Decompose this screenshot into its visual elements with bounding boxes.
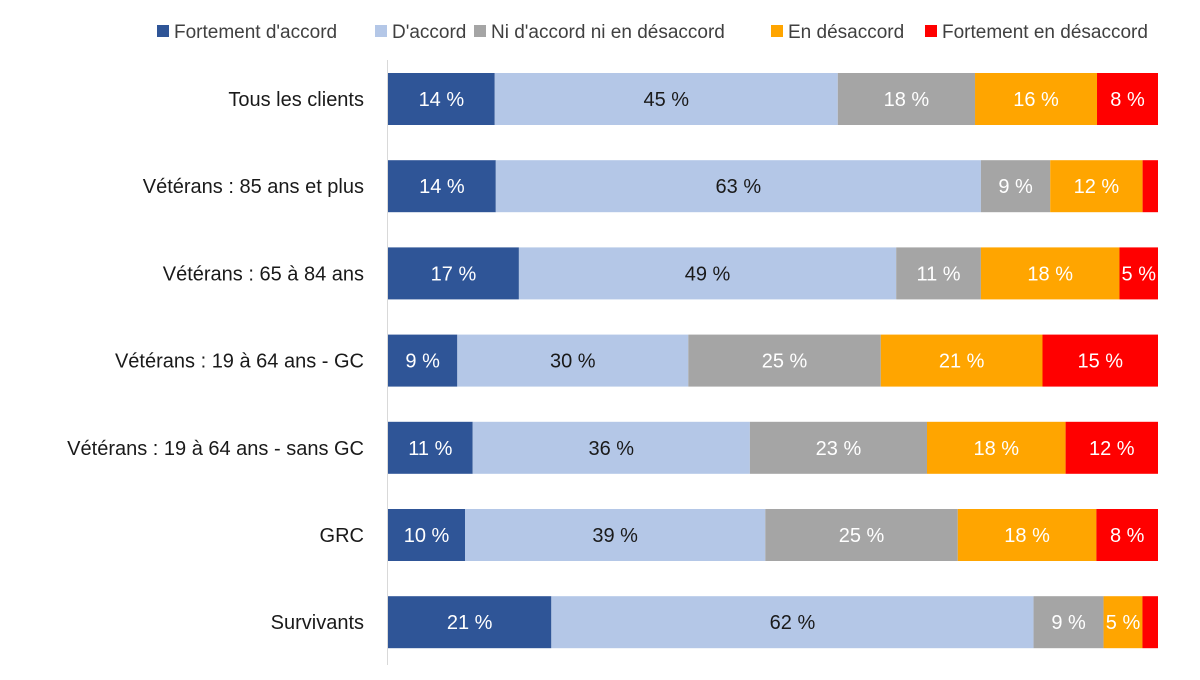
legend-swatch	[771, 25, 783, 37]
category-labels: Tous les clients Vétérans : 85 ans et plu…	[67, 89, 364, 634]
legend-swatch	[375, 25, 387, 37]
category-label: Vétérans : 19 à 64 ans - GC	[115, 351, 364, 373]
data-label: 21 %	[939, 351, 985, 373]
data-label: 9 %	[405, 351, 440, 373]
bar-segment	[1142, 160, 1158, 213]
data-label: 9 %	[1051, 612, 1086, 634]
data-label: 25 %	[762, 351, 808, 373]
data-label: 11 %	[916, 263, 960, 285]
data-label: 18 %	[1004, 525, 1050, 547]
bar-segment	[1042, 334, 1158, 387]
data-label: 14 %	[419, 89, 465, 111]
bar-segment	[1103, 596, 1143, 649]
bar-segment	[896, 247, 981, 300]
bar-segment	[388, 73, 495, 125]
data-label: 8 %	[1110, 89, 1145, 111]
data-label: 18 %	[884, 89, 930, 111]
bar-segment	[551, 596, 1034, 649]
data-label: 12 %	[1074, 176, 1120, 198]
bar-segment	[837, 73, 976, 125]
data-label: 39 %	[592, 525, 638, 547]
bar-segment	[495, 160, 981, 213]
data-label: 30 %	[550, 351, 596, 373]
legend-label: Fortement en désaccord	[942, 22, 1148, 43]
bar-segment	[1096, 509, 1158, 561]
bar-segment	[465, 509, 766, 561]
data-label: 21 %	[447, 612, 493, 634]
data-label: 9 %	[998, 176, 1033, 198]
bar-segment	[1050, 160, 1143, 213]
data-label: 23 %	[816, 438, 862, 460]
bars: 14 % 45 % 18 % 16 % 8 % 14 % 63 % 9 % 12 % 17 % 49…	[388, 73, 1158, 649]
bar-segment	[975, 73, 1098, 125]
data-label: 15 %	[1077, 351, 1123, 373]
legend-item: D'accord	[375, 22, 466, 43]
category-label: GRC	[320, 525, 364, 547]
data-label: 11 %	[408, 438, 452, 460]
bar-segment	[957, 509, 1097, 561]
category-label: Vétérans : 19 à 64 ans - sans GC	[67, 438, 364, 460]
bar-segment	[1065, 421, 1158, 474]
data-label: 5 %	[1122, 263, 1157, 285]
data-label: 18 %	[974, 438, 1020, 460]
bar-segment	[518, 247, 897, 300]
data-label: 62 %	[770, 612, 816, 634]
legend-label: En désaccord	[788, 22, 904, 43]
legend-label: D'accord	[392, 22, 466, 43]
legend-item: Fortement en désaccord	[925, 22, 1148, 43]
bar-segment	[1142, 596, 1158, 649]
data-label: 14 %	[419, 176, 465, 198]
data-label: 49 %	[685, 263, 731, 285]
bar-segment	[457, 334, 689, 387]
bar-segment	[494, 73, 838, 125]
bar-segment	[388, 509, 465, 561]
legend: Fortement d'accord D'accord Ni d'accord ni…	[157, 22, 1148, 43]
legend-label: Fortement d'accord	[174, 22, 337, 43]
category-label: Tous les clients	[228, 89, 364, 111]
bar-segment	[749, 421, 927, 474]
legend-swatch	[157, 25, 169, 37]
legend-label: Ni d'accord ni en désaccord	[491, 22, 725, 43]
data-label: 45 %	[643, 89, 689, 111]
bar-segment	[1033, 596, 1104, 649]
category-label: Vétérans : 85 ans et plus	[143, 176, 364, 198]
legend-swatch	[925, 25, 937, 37]
bar-segment	[880, 334, 1043, 387]
category-label: Survivants	[271, 612, 364, 634]
bar-segment	[1097, 73, 1158, 125]
data-label: 36 %	[589, 438, 635, 460]
bar-segment	[388, 421, 473, 474]
bar-segment	[688, 334, 881, 387]
bar-segment	[765, 509, 958, 561]
bar-segment	[388, 334, 458, 387]
legend-item: Ni d'accord ni en désaccord	[474, 22, 725, 43]
legend-item: En désaccord	[771, 22, 904, 43]
data-label: 8 %	[1110, 525, 1145, 547]
data-label: 16 %	[1013, 89, 1059, 111]
bar-segment	[980, 247, 1120, 300]
legend-item: Fortement d'accord	[157, 22, 337, 43]
data-label: 18 %	[1027, 263, 1073, 285]
bar-segment	[472, 421, 750, 474]
data-label: 10 %	[404, 525, 450, 547]
bar-segment	[388, 247, 519, 300]
legend-swatch	[474, 25, 486, 37]
data-label: 12 %	[1089, 438, 1135, 460]
bar-segment	[980, 160, 1051, 213]
bar-segment	[1119, 247, 1158, 300]
bar-segment	[388, 160, 496, 213]
bar-segment	[388, 596, 552, 649]
data-label: 17 %	[431, 263, 477, 285]
bar-segment	[927, 421, 1066, 474]
category-label: Vétérans : 65 à 84 ans	[163, 263, 364, 285]
data-label: 5 %	[1106, 612, 1141, 634]
data-label: 63 %	[716, 176, 762, 198]
data-label: 25 %	[839, 525, 885, 547]
